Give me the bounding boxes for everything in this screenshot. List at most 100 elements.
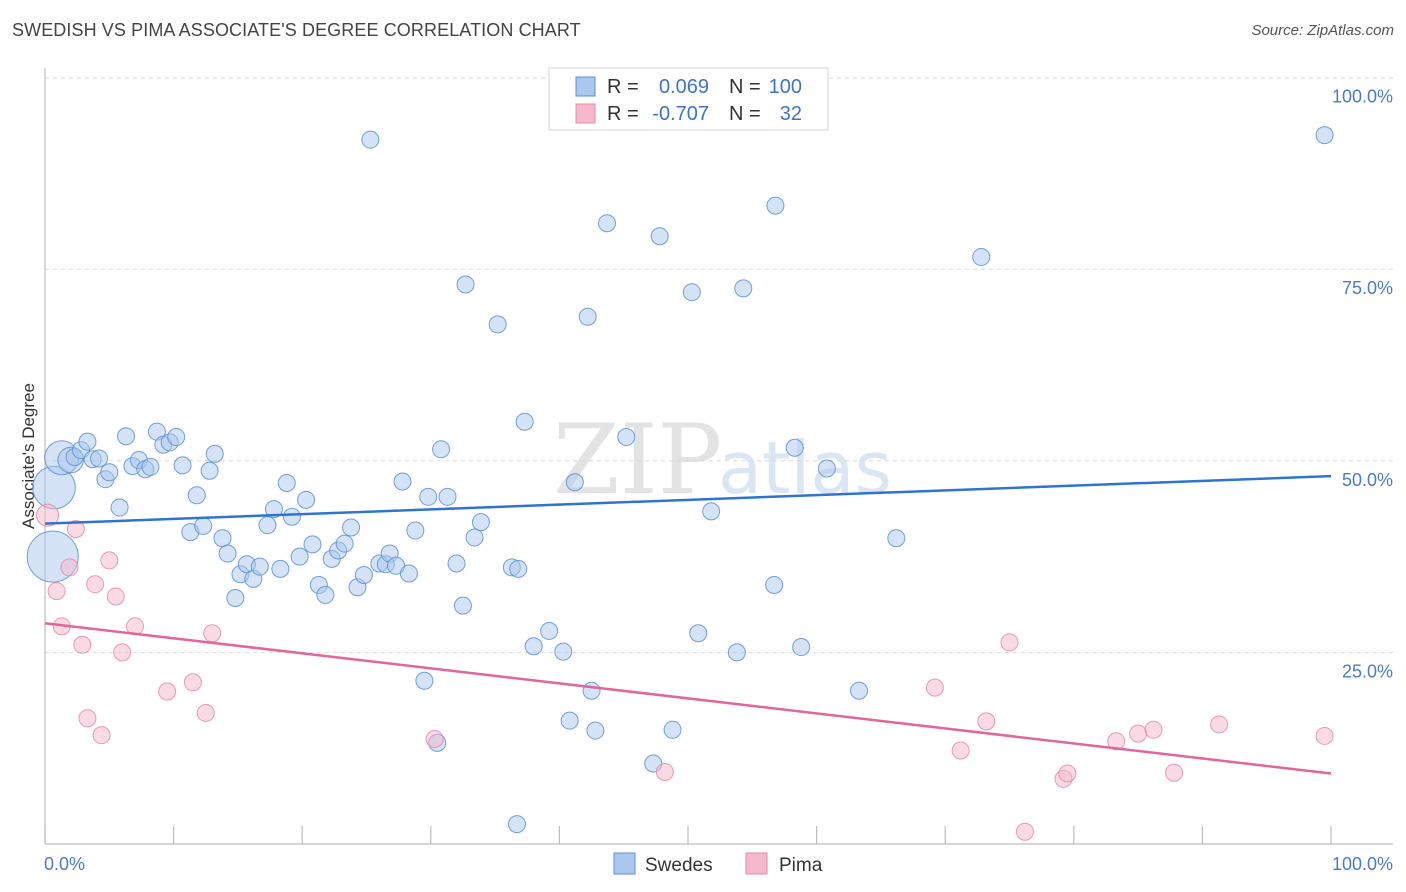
swedes-point xyxy=(972,247,991,266)
pima-point xyxy=(951,741,970,760)
swedes-point xyxy=(565,473,584,492)
pima-point xyxy=(66,520,85,539)
swedes-point xyxy=(282,507,301,526)
bottom-legend-swatch-pima xyxy=(745,852,768,875)
swedes-point xyxy=(453,596,472,615)
swedes-point xyxy=(650,227,669,246)
bottom-legend: Swedes Pima xyxy=(613,852,823,876)
trend-line-pima xyxy=(44,622,1332,775)
swedes-point xyxy=(271,559,290,578)
swedes-point xyxy=(682,283,701,302)
pima-point xyxy=(1144,720,1163,739)
swedes-point xyxy=(465,528,484,547)
x-tick-label-max: 100.0% xyxy=(1332,854,1393,874)
swedes-point xyxy=(586,721,605,740)
swedes-point xyxy=(419,487,438,506)
pima-point xyxy=(36,503,60,527)
swedes-point xyxy=(399,564,418,583)
pima-point xyxy=(60,558,79,577)
legend-swatch-swedes xyxy=(575,76,596,97)
swedes-point xyxy=(342,518,361,537)
swedes-point xyxy=(456,275,475,294)
swedes-point xyxy=(817,459,836,478)
watermark-zip: ZIP xyxy=(553,404,722,516)
swedes-point xyxy=(488,315,507,334)
swedes-point xyxy=(597,214,616,233)
swedes-point xyxy=(515,412,534,431)
swedes-point xyxy=(766,196,785,215)
swedes-point xyxy=(250,557,269,576)
swedes-point xyxy=(540,621,559,640)
pima-point xyxy=(47,582,66,601)
pima-point xyxy=(113,643,132,662)
y-tick-label: 100.0% xyxy=(1332,87,1393,107)
y-axis-label: Associate's Degree xyxy=(19,383,38,529)
pima-point xyxy=(196,703,215,722)
legend-r-label: R = xyxy=(607,76,639,98)
pima-point xyxy=(977,712,996,731)
pima-point xyxy=(1058,764,1077,783)
bottom-legend-pima: Pima xyxy=(779,855,823,876)
swedes-point xyxy=(507,815,526,834)
pima-point xyxy=(106,587,125,606)
swedes-point xyxy=(264,500,283,519)
bottom-legend-swatch-swedes xyxy=(613,852,636,875)
swedes-point xyxy=(100,463,119,482)
swedes-point xyxy=(406,521,425,540)
legend-n-pima: 32 xyxy=(780,103,802,125)
legend-n-swedes: 100 xyxy=(769,76,802,98)
swedes-point xyxy=(560,711,579,730)
swedes-point xyxy=(205,444,224,463)
swedes-point xyxy=(277,474,296,493)
chart-title: SWEDISH VS PIMA ASSOCIATE'S DEGREE CORRE… xyxy=(12,20,581,40)
swedes-point xyxy=(354,565,373,584)
swedes-point xyxy=(361,130,380,149)
swedes-point xyxy=(785,438,804,457)
swedes-point xyxy=(554,642,573,661)
swedes-point xyxy=(617,428,636,447)
swedes-point xyxy=(173,456,192,475)
swedes-point xyxy=(167,428,186,447)
swedes-point xyxy=(727,643,746,662)
swedes-point xyxy=(524,637,543,656)
x-tick-label-min: 0.0% xyxy=(44,854,85,874)
pima-point xyxy=(158,682,177,701)
pima-point xyxy=(1129,724,1148,743)
swedes-point xyxy=(297,490,316,509)
trend-line-swedes xyxy=(44,474,1332,525)
swedes-point xyxy=(141,457,160,476)
pima-point xyxy=(1165,763,1184,782)
swedes-point xyxy=(438,487,457,506)
swedes-point xyxy=(663,720,682,739)
swedes-point xyxy=(335,534,354,553)
swedes-point xyxy=(447,554,466,573)
swedes-point xyxy=(578,307,597,326)
swedes-point xyxy=(702,502,721,521)
series-swedes xyxy=(26,126,1334,834)
swedes-point xyxy=(194,516,213,535)
legend-r-label: R = xyxy=(607,103,639,125)
pima-point xyxy=(183,673,202,692)
swedes-point xyxy=(218,544,237,563)
swedes-point xyxy=(117,427,136,446)
y-tick-label: 50.0% xyxy=(1342,470,1393,490)
legend-r-pima: -0.707 xyxy=(652,103,709,125)
swedes-point xyxy=(187,486,206,505)
pima-point xyxy=(78,709,97,728)
pima-point xyxy=(92,726,111,745)
series-pima xyxy=(36,503,1334,841)
swedes-point xyxy=(734,279,753,298)
pima-point xyxy=(1000,633,1019,652)
legend-n-label: N = xyxy=(729,76,761,98)
y-tick-label: 75.0% xyxy=(1342,278,1393,298)
pima-point xyxy=(86,575,105,594)
legend-swatch-pima xyxy=(575,103,596,124)
swedes-point xyxy=(316,585,335,604)
swedes-point xyxy=(90,449,109,468)
pima-point xyxy=(1015,822,1034,841)
swedes-point xyxy=(200,461,219,480)
pima-point xyxy=(100,551,119,570)
swedes-point xyxy=(290,547,309,566)
pima-point xyxy=(425,730,444,749)
